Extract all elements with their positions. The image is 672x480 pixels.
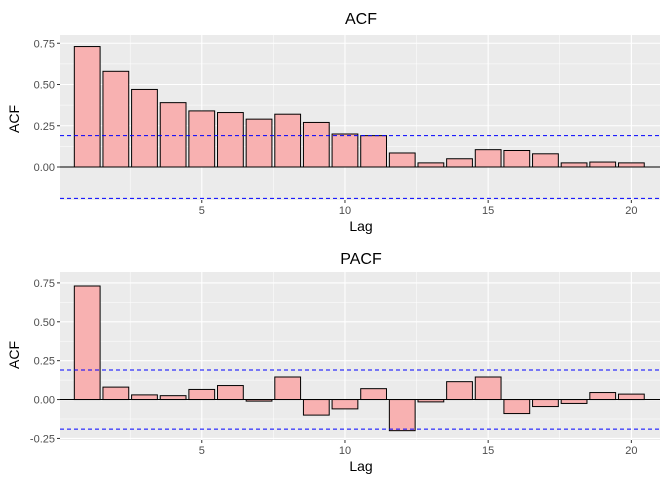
acf-y-tick-label: 0.00 [34, 162, 55, 174]
pacf-bar [532, 399, 559, 408]
pacf-bar [73, 285, 101, 401]
pacf-x-axis-ticks: 5 10 15 20 [199, 440, 637, 457]
acf-x-axis-title: Lag [349, 218, 372, 234]
acf-bar [159, 102, 187, 168]
pacf-bar [589, 392, 617, 401]
pacf-bar [274, 376, 302, 401]
pacf-panel-background [60, 272, 660, 440]
pacf-bar [474, 376, 502, 401]
pacf-x-axis-title: Lag [349, 458, 372, 474]
pacf-bar [188, 388, 216, 401]
acf-bar [73, 46, 101, 168]
pacf-x-tick-label: 5 [199, 445, 205, 457]
acf-bar [188, 110, 216, 168]
pacf-bar [388, 399, 416, 432]
pacf-bar [131, 394, 158, 401]
acf-x-tick-label: 15 [482, 205, 494, 217]
pacf-bar [217, 385, 244, 401]
pacf-y-axis-ticks: -0.25 0.00 0.25 0.50 0.75 [30, 278, 60, 445]
acf-bar [503, 150, 531, 168]
pacf-chart: PACF -0.25 0.00 0.25 0.50 0.75 5 10 15 20 Lag A… [6, 251, 660, 474]
acf-bar [560, 162, 588, 168]
acf-bar [417, 162, 445, 168]
pacf-bar [302, 399, 330, 416]
acf-bar [446, 158, 473, 168]
acf-confidence-bounds [60, 135, 660, 199]
acf-bar [617, 162, 645, 168]
acf-y-axis-ticks: 0.00 0.25 0.50 0.75 [34, 38, 60, 174]
pacf-y-axis-title: ACF [6, 341, 22, 369]
acf-x-axis-ticks: 5 10 15 20 [199, 200, 637, 217]
pacf-bar [446, 381, 473, 401]
acf-bar [302, 121, 330, 168]
pacf-bar [159, 395, 187, 401]
acf-bar [532, 153, 559, 168]
pacf-bar [360, 388, 387, 401]
pacf-y-tick-label: 0.50 [34, 317, 55, 329]
acf-bar [474, 149, 502, 168]
acf-bar [217, 112, 244, 168]
pacf-bar [331, 399, 359, 410]
pacf-x-tick-label: 20 [625, 445, 637, 457]
acf-bar [102, 70, 130, 168]
acf-x-tick-label: 20 [625, 205, 637, 217]
pacf-y-tick-label: 0.75 [34, 278, 55, 290]
pacf-bar [102, 386, 130, 401]
pacf-y-tick-label: 0.25 [34, 356, 55, 368]
acf-bar [245, 118, 273, 168]
acf-y-tick-label: 0.25 [34, 121, 55, 133]
acf-chart: ACF 0.00 0.25 0.50 0.75 5 10 15 20 Lag ACF [6, 11, 660, 234]
acf-x-tick-label: 5 [199, 205, 205, 217]
acf-y-axis-title: ACF [6, 105, 22, 133]
acf-bar [589, 161, 617, 168]
acf-x-tick-label: 10 [339, 205, 351, 217]
acf-y-tick-label: 0.50 [34, 80, 55, 92]
acf-bar [274, 113, 302, 168]
acf-bar [331, 133, 359, 168]
pacf-bar [503, 399, 531, 415]
pacf-confidence-bounds [60, 369, 660, 430]
pacf-bar [560, 399, 588, 404]
acf-chart-title: ACF [345, 11, 377, 28]
pacf-y-tick-label: 0.00 [34, 395, 55, 407]
acf-bar [131, 88, 158, 168]
pacf-y-tick-label: -0.25 [30, 433, 55, 445]
acf-bar [388, 152, 416, 168]
pacf-x-tick-label: 15 [482, 445, 494, 457]
acf-bars [73, 46, 645, 168]
acf-bar [360, 135, 387, 168]
pacf-x-tick-label: 10 [339, 445, 351, 457]
pacf-chart-title: PACF [340, 251, 382, 268]
acf-y-tick-label: 0.75 [34, 38, 55, 50]
pacf-bar [617, 393, 645, 401]
